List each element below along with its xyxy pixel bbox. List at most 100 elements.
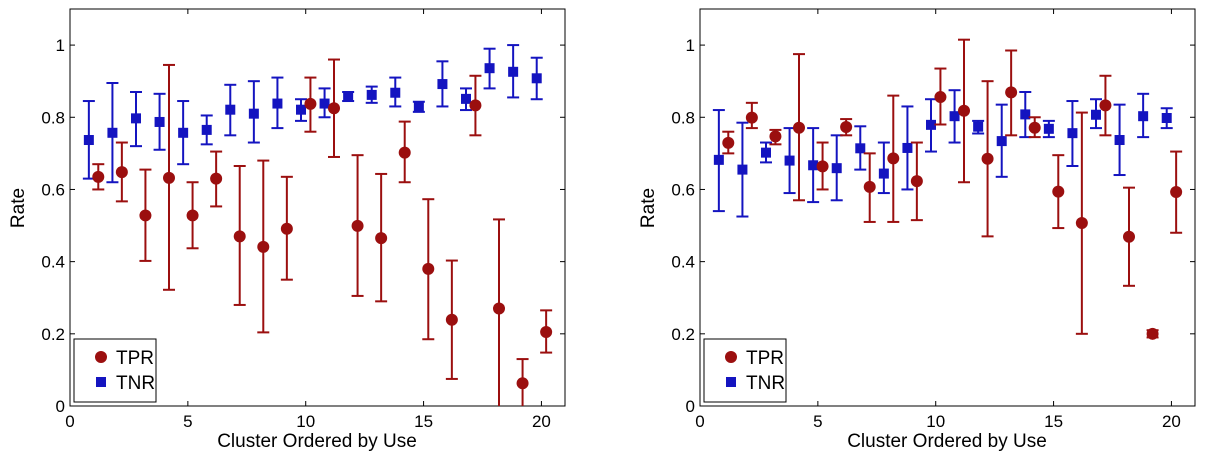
legend-tnr-marker-right	[726, 377, 736, 387]
tnr-point-right	[831, 163, 842, 174]
x-tick-label-right: 15	[1044, 412, 1063, 431]
tpr-point-left	[115, 166, 128, 179]
tnr-point-left	[201, 124, 212, 135]
y-tick-label-left: 0.6	[41, 180, 65, 199]
tnr-point-left	[390, 87, 401, 98]
tpr-point-left	[304, 97, 317, 110]
legend-right: TPR TNR	[703, 338, 787, 403]
tpr-point-left	[233, 230, 246, 243]
tpr-point-right	[1170, 185, 1183, 198]
y-tick-label-right: 0.2	[671, 325, 695, 344]
tpr-point-right	[910, 175, 923, 188]
tpr-point-left	[375, 232, 388, 245]
tpr-point-left	[469, 99, 482, 112]
tnr-point-right	[1043, 123, 1054, 134]
tnr-point-right	[902, 142, 913, 153]
tnr-point-right	[1114, 135, 1125, 146]
tpr-point-right	[863, 180, 876, 193]
y-tick-label-left: 0.4	[41, 253, 65, 272]
tpr-point-right	[816, 160, 829, 173]
legend-box-left	[73, 338, 157, 403]
tpr-point-right	[1146, 327, 1159, 340]
tpr-point-right	[722, 136, 735, 149]
tnr-point-left	[248, 108, 259, 119]
tnr-point-right	[878, 168, 889, 179]
tpr-point-left	[516, 377, 529, 390]
tick-group-right: 0 5 10 15 20 0 0.2 0.4 0.6 0.8 1	[671, 9, 1195, 431]
legend-tnr-label-right: TNR	[746, 373, 785, 394]
legend-box-right	[703, 338, 787, 403]
tnr-point-left	[131, 113, 141, 124]
tpr-point-left	[92, 170, 105, 183]
tnr-point-left	[225, 104, 236, 115]
tnr-point-left	[366, 89, 377, 100]
y-tick-label-left: 0.8	[41, 108, 65, 127]
x-tick-label-right: 0	[695, 412, 704, 431]
legend-tpr-marker-left	[95, 351, 107, 363]
tpr-point-right	[1052, 185, 1065, 198]
tpr-point-right	[1099, 99, 1112, 112]
tnr-point-right	[1138, 111, 1149, 122]
tpr-point-right	[840, 121, 853, 134]
y-tick-label-left: 0.2	[41, 325, 65, 344]
legend-tnr-label-left: TNR	[116, 373, 155, 394]
tpr-point-right	[745, 111, 758, 124]
x-tick-label-left: 0	[65, 412, 74, 431]
y-axis-title-left: Rate	[8, 188, 29, 228]
x-tick-label-left: 20	[532, 412, 551, 431]
tnr-point-left	[83, 135, 94, 146]
tpr-point-left	[540, 326, 553, 339]
legend-tpr-label-right: TPR	[746, 348, 784, 369]
tnr-point-left	[178, 127, 189, 138]
x-tick-label-right: 5	[813, 412, 822, 431]
tpr-point-right	[1005, 86, 1018, 99]
legend-tpr-label-left: TPR	[116, 348, 154, 369]
tpr-point-left	[257, 240, 270, 253]
tnr-point-left	[107, 127, 118, 138]
y-tick-label-right: 0	[686, 397, 695, 416]
x-tick-label-right: 20	[1162, 412, 1181, 431]
tnr-point-right	[1067, 128, 1078, 139]
tnr-point-left	[343, 91, 354, 102]
tpr-point-left	[445, 313, 458, 326]
y-tick-label-left: 0	[56, 397, 65, 416]
y-tick-label-right: 0.6	[671, 180, 695, 199]
tpr-point-right	[1123, 230, 1135, 243]
tpr-point-right	[958, 104, 970, 117]
tnr-point-right	[973, 121, 984, 132]
tnr-point-right	[761, 147, 771, 158]
tpr-point-left	[186, 209, 199, 222]
tnr-point-left	[508, 66, 519, 77]
tpr-point-right	[793, 121, 805, 134]
x-tick-label-left: 5	[183, 412, 192, 431]
y-tick-label-right: 0.8	[671, 108, 695, 127]
tpr-point-right	[981, 152, 994, 165]
tpr-point-left	[422, 262, 435, 275]
tnr-point-left	[461, 93, 471, 104]
tpr-point-right	[1028, 121, 1041, 134]
tpr-point-right	[934, 91, 947, 104]
tpr-point-left	[493, 302, 505, 315]
tpr-point-right	[887, 152, 900, 165]
tnr-point-right	[713, 154, 724, 165]
y-axis-title-right: Rate	[638, 188, 659, 228]
tpr-point-left	[139, 209, 152, 222]
x-tick-label-right: 10	[926, 412, 945, 431]
tpr-point-right	[769, 130, 782, 143]
tnr-point-left	[272, 98, 283, 109]
tnr-point-right	[949, 111, 960, 122]
tpr-point-left	[398, 146, 411, 159]
data-marks-right	[712, 38, 1183, 340]
tpr-point-left	[280, 222, 293, 235]
tnr-point-right	[926, 119, 936, 130]
tnr-point-left	[413, 101, 424, 112]
tnr-point-right	[996, 136, 1007, 147]
x-axis-title-right: Cluster Ordered by Use	[847, 431, 1047, 452]
tpr-point-left	[328, 102, 340, 115]
tnr-point-right	[808, 160, 819, 171]
x-tick-label-left: 15	[414, 412, 433, 431]
data-marks-left	[82, 44, 553, 406]
y-tick-label-left: 1	[56, 36, 65, 55]
tpr-point-left	[351, 219, 364, 232]
